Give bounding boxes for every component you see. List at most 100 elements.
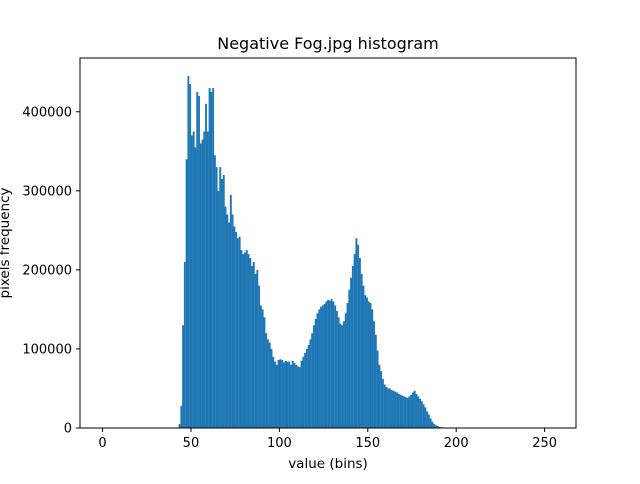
histogram-bar [209, 88, 211, 428]
histogram-bar [214, 155, 216, 428]
histogram-bar [361, 274, 363, 428]
histogram-bar [223, 175, 225, 428]
histogram-bar [202, 139, 204, 428]
histogram-bar [294, 363, 296, 428]
y-tick-label: 400000 [22, 105, 72, 120]
histogram-bar [182, 325, 184, 428]
histogram-bar [334, 305, 336, 428]
histogram-bar [242, 254, 244, 428]
histogram-bar [385, 387, 387, 428]
histogram-bar [244, 252, 246, 428]
histogram-bar [414, 391, 416, 428]
histogram-bar [260, 305, 262, 428]
histogram-bar [424, 407, 426, 428]
histogram-bar [240, 250, 242, 428]
histogram-bar [320, 307, 322, 428]
histogram-bar [315, 319, 317, 428]
histogram-bar [210, 92, 212, 428]
histogram-bar [426, 411, 428, 428]
histogram-bar [431, 422, 433, 428]
histogram-bar [428, 415, 430, 428]
histogram-bar [317, 313, 319, 428]
histogram-bar [373, 321, 375, 428]
histogram-bar [283, 362, 285, 428]
histogram-bar [184, 262, 186, 428]
histogram-bar [339, 324, 341, 428]
histogram-bar [207, 132, 209, 428]
histogram-bar [313, 325, 315, 428]
y-axis-label: pixels frequency [0, 188, 13, 299]
histogram-bar [318, 309, 320, 428]
histogram-bar [272, 357, 274, 428]
x-tick-label: 0 [98, 436, 106, 451]
histogram-bar [324, 304, 326, 428]
histogram-bar [253, 262, 255, 428]
histogram-bar [232, 215, 234, 428]
histogram-bar [338, 317, 340, 428]
histogram-bar [249, 258, 251, 428]
histogram-bar [403, 396, 405, 428]
histogram-bar [179, 424, 181, 428]
histogram-bar [387, 388, 389, 428]
histogram-bar [191, 135, 193, 428]
histogram-bar [389, 388, 391, 428]
histogram-bar [357, 245, 359, 428]
histogram-bar [281, 360, 283, 428]
histogram-bar [348, 290, 350, 428]
histogram-bar [285, 361, 287, 428]
histogram-bar [212, 88, 214, 428]
histogram-bar [279, 359, 281, 428]
histogram-bar [186, 159, 188, 428]
histogram-bar [329, 301, 331, 428]
histogram-bar [308, 345, 310, 428]
histogram-bar [430, 419, 432, 428]
x-tick-label: 200 [444, 436, 469, 451]
histogram-bar [304, 353, 306, 428]
histogram-bar [233, 226, 235, 428]
histogram-bar [235, 232, 237, 428]
histogram-bar [265, 333, 267, 428]
histogram-bar [364, 295, 366, 428]
histogram-bar [352, 266, 354, 428]
histogram-bar [301, 361, 303, 428]
histogram-bar [216, 167, 218, 428]
histogram-bar [256, 270, 258, 428]
histogram-bar [248, 254, 250, 428]
histogram-bar [401, 396, 403, 428]
histogram-bar [378, 365, 380, 428]
histogram-bar [377, 351, 379, 428]
histogram-bar [433, 424, 435, 428]
x-tick-label: 100 [267, 436, 292, 451]
histogram-bar [269, 343, 271, 428]
histogram-bar [258, 286, 260, 428]
histogram-bar [302, 357, 304, 428]
histogram-bar [286, 362, 288, 428]
histogram-bar [219, 167, 221, 428]
histogram-bar [370, 303, 372, 428]
histogram-bar [412, 392, 414, 428]
y-tick-label: 0 [64, 422, 72, 437]
histogram-bar [292, 361, 294, 428]
histogram-bar [217, 191, 219, 428]
histogram-bar [246, 250, 248, 428]
histogram-bar [274, 362, 276, 428]
histogram-bar [355, 238, 357, 428]
x-tick-label: 150 [355, 436, 380, 451]
y-tick-label: 200000 [22, 263, 72, 278]
histogram-bar [276, 365, 278, 428]
histogram-bar [423, 404, 425, 428]
histogram-bar [251, 266, 253, 428]
histogram-bar [263, 317, 265, 428]
histogram-bar [410, 395, 412, 428]
histogram-bar [380, 371, 382, 428]
histogram-bar [295, 365, 297, 428]
y-tick-label: 100000 [22, 342, 72, 357]
histogram-bar [400, 395, 402, 428]
histogram-bar [405, 397, 407, 428]
histogram-bar [299, 367, 301, 428]
histogram-bar [262, 309, 264, 428]
histogram-bar [419, 399, 421, 428]
histogram-bar [396, 392, 398, 428]
